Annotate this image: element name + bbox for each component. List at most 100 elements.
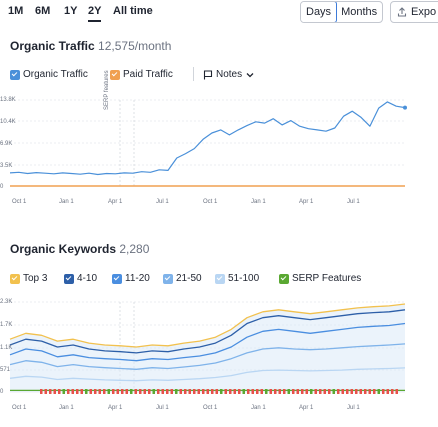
x-tick-label: Oct 1 [12, 199, 27, 205]
series-line-4-10 [9, 309, 406, 354]
serp-feature-marker [134, 389, 137, 394]
legend-4-10[interactable]: 4-10 [64, 273, 97, 284]
y-tick-label: 0 [0, 184, 4, 190]
legend-paid-traffic[interactable]: Paid Traffic [110, 69, 173, 80]
y-tick-label: 2.3K [0, 299, 13, 305]
x-tick-label: Apr 1 [299, 199, 314, 205]
serp-feature-marker [85, 389, 88, 394]
keywords-title-label: Organic Keywords [10, 242, 117, 256]
serp-feature-marker [206, 389, 209, 394]
serp-feature-marker [139, 389, 142, 394]
serp-feature-marker [364, 389, 367, 394]
organic-traffic-chart [9, 99, 407, 187]
serp-feature-marker [80, 389, 83, 394]
keywords-value: 2,280 [119, 242, 150, 256]
serp-feature-marker [242, 389, 245, 394]
serp-feature-marker [319, 389, 322, 394]
serp-feature-marker [215, 389, 218, 394]
serp-feature-marker [310, 389, 313, 394]
serp-feature-marker [98, 389, 101, 394]
range-6m[interactable]: 6M [35, 5, 51, 17]
serp-feature-marker [170, 389, 173, 394]
x-tick-label: Apr 1 [108, 199, 123, 205]
legend-label: Paid Traffic [123, 69, 173, 80]
legend-label: 21-50 [176, 273, 202, 284]
days-button[interactable]: Days [301, 2, 338, 22]
serp-feature-marker [107, 389, 110, 394]
legend-top-3[interactable]: Top 3 [10, 273, 47, 284]
serp-feature-marker [125, 389, 128, 394]
range-all-time[interactable]: All time [113, 5, 153, 17]
serp-feature-marker [373, 389, 376, 394]
traffic-title: Organic Traffic 12,575/month [10, 39, 171, 53]
serp-feature-marker [292, 389, 295, 394]
serp-feature-marker [350, 389, 353, 394]
y-tick-label: 1.7K [0, 322, 13, 328]
series-line-21-50 [9, 343, 406, 370]
serp-feature-marker [346, 389, 349, 394]
checkbox-icon [279, 273, 289, 284]
chevron-down-icon [246, 72, 254, 77]
legend-21-50[interactable]: 21-50 [163, 273, 202, 284]
export-button[interactable]: Expo [390, 1, 438, 23]
y-tick-label: 10.4K [0, 119, 16, 125]
serp-feature-marker [94, 389, 97, 394]
x-tick-label: Jan 1 [251, 199, 266, 205]
serp-feature-marker [112, 389, 115, 394]
series-line-51-100 [9, 367, 406, 382]
checkbox-icon [64, 273, 74, 284]
serp-feature-marker [269, 389, 272, 394]
serp-feature-marker [224, 389, 227, 394]
y-tick-label: 13.8K [0, 97, 16, 103]
serp-feature-marker [44, 389, 47, 394]
series-line-top-3 [9, 303, 406, 348]
x-tick-label: Oct 1 [203, 405, 218, 411]
y-tick-label: 3.5K [0, 163, 13, 169]
x-tick-label: Jul 1 [156, 405, 169, 411]
checkbox-icon [215, 273, 225, 284]
x-tick-label: Oct 1 [203, 199, 218, 205]
serp-feature-marker [103, 389, 106, 394]
serp-feature-marker [89, 389, 92, 394]
legend-51-100[interactable]: 51-100 [215, 273, 259, 284]
serp-feature-marker [260, 389, 263, 394]
serp-feature-marker [202, 389, 205, 394]
checkbox-icon [10, 69, 20, 80]
export-icon [397, 7, 407, 17]
serp-feature-marker [152, 389, 155, 394]
range-2y[interactable]: 2Y [88, 5, 102, 17]
serp-feature-marker [368, 389, 371, 394]
serp-feature-marker [179, 389, 182, 394]
series-end-point [403, 105, 407, 110]
serp-feature-marker [197, 389, 200, 394]
serp-feature-marker [323, 389, 326, 394]
traffic-title-label: Organic Traffic [10, 39, 95, 53]
serp-feature-marker [278, 389, 281, 394]
range-1y[interactable]: 1Y [64, 5, 78, 17]
serp-feature-marker [116, 389, 119, 394]
months-button[interactable]: Months [341, 6, 378, 18]
x-tick-label: Oct 1 [12, 405, 27, 411]
notes-dropdown[interactable]: Notes [203, 69, 254, 80]
serp-feature-marker [283, 389, 286, 394]
range-1m[interactable]: 1M [8, 5, 24, 17]
checkbox-icon [110, 69, 120, 80]
serp-feature-marker [296, 389, 299, 394]
serp-feature-marker [143, 389, 146, 394]
legend-label: Organic Traffic [23, 69, 88, 80]
x-tick-label: Jul 1 [347, 199, 360, 205]
serp-feature-marker [287, 389, 290, 394]
keywords-area-fill [10, 304, 405, 392]
x-tick-label: Jul 1 [347, 405, 360, 411]
serp-feature-marker [382, 389, 385, 394]
legend-11-20[interactable]: 11-20 [112, 273, 150, 284]
serp-feature-marker [328, 389, 331, 394]
legend-serp-features[interactable]: SERP Features [279, 273, 361, 284]
serp-feature-marker [256, 389, 259, 394]
serp-feature-marker [71, 389, 74, 394]
legend-label: SERP Features [292, 273, 362, 284]
legend-organic-traffic[interactable]: Organic Traffic [10, 69, 88, 80]
export-label: Expo [411, 6, 437, 18]
serp-feature-marker [161, 389, 164, 394]
serp-feature-marker [188, 389, 191, 394]
